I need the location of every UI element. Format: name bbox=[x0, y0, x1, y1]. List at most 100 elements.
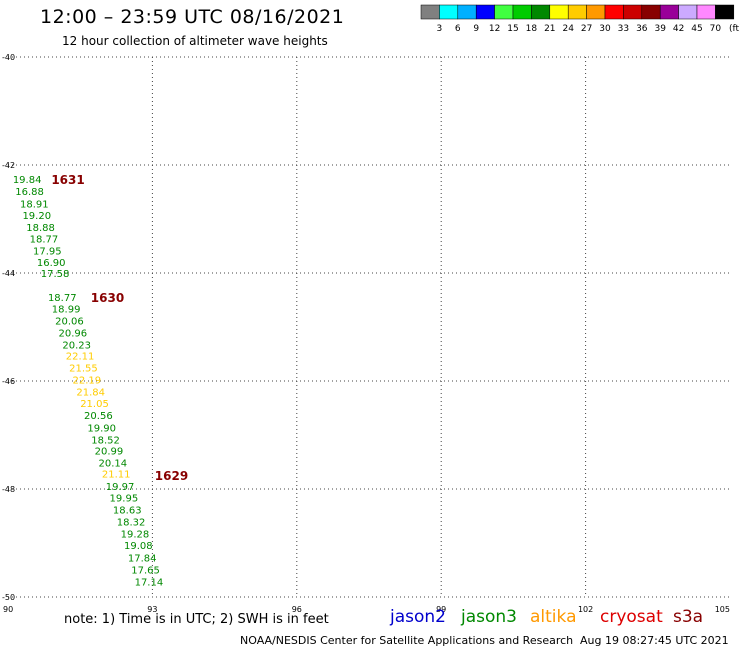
wave-height-point: 21.84 bbox=[76, 387, 105, 398]
legend-label: 3 bbox=[437, 24, 443, 34]
legend-label: 36 bbox=[636, 24, 648, 34]
legend-swatch bbox=[549, 4, 569, 20]
x-tick-label: 90 bbox=[3, 605, 13, 614]
wave-height-point: 18.77 bbox=[48, 293, 77, 304]
legend-label: 15 bbox=[507, 24, 518, 34]
wave-height-point: 21.11 bbox=[102, 469, 131, 480]
legend-label: 39 bbox=[654, 24, 666, 34]
time-label: 1630 bbox=[91, 291, 124, 305]
wave-height-point: 19.84 bbox=[13, 175, 42, 186]
legend-swatch bbox=[420, 4, 440, 20]
wave-height-point: 17.65 bbox=[131, 565, 160, 576]
wave-height-point: 19.28 bbox=[121, 529, 150, 540]
wave-height-point: 18.52 bbox=[91, 435, 120, 446]
x-tick-label: 102 bbox=[578, 605, 593, 614]
x-tick-label: 105 bbox=[715, 605, 730, 614]
time-label: 1631 bbox=[51, 173, 84, 187]
y-tick-label: -42 bbox=[2, 161, 15, 170]
legend-label: (ft) bbox=[729, 24, 740, 34]
x-tick-label: 99 bbox=[436, 605, 446, 614]
chart-title: 12:00 – 23:59 UTC 08/16/2021 bbox=[40, 6, 345, 28]
x-tick-label: 96 bbox=[292, 605, 302, 614]
satellite-s3a: s3a bbox=[673, 607, 704, 627]
y-tick-label: -50 bbox=[2, 593, 15, 602]
wave-height-point: 18.63 bbox=[113, 506, 142, 517]
wave-height-point: 17.95 bbox=[33, 246, 62, 257]
legend-label: 42 bbox=[673, 24, 684, 34]
legend-label: 27 bbox=[581, 24, 592, 34]
wave-height-point: 19.20 bbox=[22, 211, 51, 222]
wave-height-point: 17.84 bbox=[128, 554, 157, 565]
wave-height-point: 22.11 bbox=[66, 352, 95, 363]
x-tick-labels: 90 93 96 99 102 105 bbox=[3, 605, 730, 614]
legend-label: 45 bbox=[691, 24, 702, 34]
legend-swatch bbox=[715, 4, 735, 20]
generated-timestamp: Aug 19 08:27:45 UTC 2021 bbox=[580, 634, 729, 647]
satellite-altika: altika bbox=[530, 607, 577, 627]
legend-swatch bbox=[567, 4, 587, 20]
time-label: 1629 bbox=[155, 469, 188, 483]
wave-height-point: 17.58 bbox=[41, 269, 70, 280]
legend-label: 18 bbox=[526, 24, 538, 34]
wave-height-point: 17.14 bbox=[135, 577, 164, 588]
wave-height-point: 18.77 bbox=[30, 234, 59, 245]
legend-swatch bbox=[439, 4, 459, 20]
legend-swatch bbox=[531, 4, 551, 20]
legend-swatch bbox=[475, 4, 495, 20]
wave-height-point: 18.32 bbox=[117, 517, 146, 528]
legend-label: 24 bbox=[562, 24, 574, 34]
wave-height-point: 21.05 bbox=[80, 399, 109, 410]
y-tick-labels: -40 -42 -44 -46 -48 -50 bbox=[2, 53, 15, 602]
wave-height-point: 19.08 bbox=[124, 541, 153, 552]
legend-swatch bbox=[512, 4, 532, 20]
y-tick-label: -44 bbox=[2, 269, 15, 278]
footer-note: note: 1) Time is in UTC; 2) SWH is in fe… bbox=[64, 612, 329, 627]
wave-height-point: 18.91 bbox=[20, 199, 49, 210]
wave-height-point: 20.56 bbox=[84, 411, 113, 422]
legend-swatch bbox=[604, 4, 624, 20]
wave-height-values: 19.8416.8818.9119.2018.8818.7717.9516.90… bbox=[13, 175, 163, 588]
chart-subtitle: 12 hour collection of altimeter wave hei… bbox=[62, 34, 328, 48]
legend-swatch bbox=[623, 4, 643, 20]
satellite-jason2: jason2 bbox=[390, 607, 446, 627]
x-tick-label: 93 bbox=[147, 605, 157, 614]
satellite-cryosat: cryosat bbox=[600, 607, 663, 627]
legend-swatch bbox=[494, 4, 514, 20]
wave-height-point: 19.95 bbox=[110, 494, 139, 505]
legend-swatch bbox=[457, 4, 477, 20]
wave-height-point: 20.06 bbox=[55, 317, 84, 328]
legend-label: 70 bbox=[710, 24, 722, 34]
legend-swatch bbox=[586, 4, 606, 20]
legend-label: 6 bbox=[455, 24, 461, 34]
wave-height-point: 20.23 bbox=[62, 340, 91, 351]
legend-label: 30 bbox=[599, 24, 611, 34]
wave-height-point: 16.90 bbox=[37, 258, 66, 269]
legend-label: 33 bbox=[618, 24, 629, 34]
y-tick-label: -48 bbox=[2, 485, 15, 494]
wave-height-point: 18.99 bbox=[52, 305, 81, 316]
time-labels: 1631 1630 1629 bbox=[51, 173, 188, 483]
wave-height-point: 18.88 bbox=[26, 223, 55, 234]
wave-height-point: 20.99 bbox=[95, 447, 124, 458]
y-tick-label: -46 bbox=[2, 377, 15, 386]
legend-label: 9 bbox=[473, 24, 479, 34]
y-tick-label: -40 bbox=[2, 53, 15, 62]
wave-height-point: 20.14 bbox=[98, 459, 127, 470]
legend-swatch bbox=[678, 4, 698, 20]
legend-swatch bbox=[641, 4, 661, 20]
legend-label: 12 bbox=[489, 24, 500, 34]
wave-height-point: 20.96 bbox=[59, 328, 88, 339]
wave-height-point: 21.55 bbox=[69, 364, 98, 375]
wave-height-point: 16.88 bbox=[15, 187, 44, 198]
legend-swatch bbox=[659, 4, 679, 20]
wave-height-point: 19.90 bbox=[87, 423, 116, 434]
wave-height-point: 22.19 bbox=[72, 375, 101, 386]
credit-line: NOAA/NESDIS Center for Satellite Applica… bbox=[240, 634, 574, 647]
grid-lines bbox=[8, 56, 730, 598]
legend-label: 21 bbox=[544, 24, 555, 34]
legend-swatch bbox=[696, 4, 716, 20]
satellite-jason3: jason3 bbox=[461, 607, 517, 627]
